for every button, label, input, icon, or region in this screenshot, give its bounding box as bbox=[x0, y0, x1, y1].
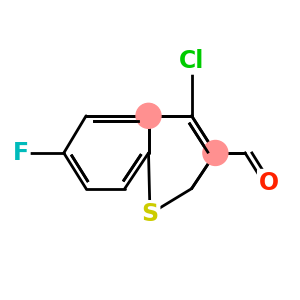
Text: S: S bbox=[141, 202, 159, 226]
Text: Cl: Cl bbox=[179, 49, 204, 73]
Text: F: F bbox=[13, 141, 29, 165]
Text: O: O bbox=[259, 171, 279, 195]
Circle shape bbox=[136, 103, 161, 128]
Circle shape bbox=[203, 140, 228, 166]
